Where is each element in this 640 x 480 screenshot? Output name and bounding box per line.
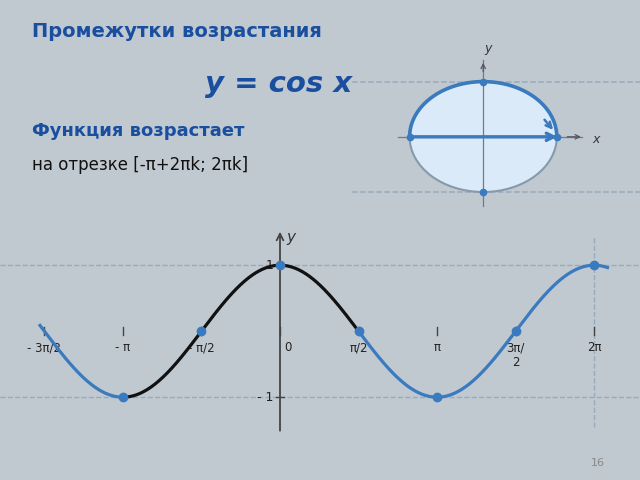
Text: π: π bbox=[433, 341, 440, 354]
Circle shape bbox=[410, 82, 557, 192]
Text: Промежутки возрастания: Промежутки возрастания bbox=[32, 22, 322, 41]
Text: на отрезке [-π+2πk; 2πk]: на отрезке [-π+2πk; 2πk] bbox=[32, 156, 248, 174]
Text: 16: 16 bbox=[591, 458, 605, 468]
Text: - π: - π bbox=[115, 341, 131, 354]
Text: y = cos x: y = cos x bbox=[205, 70, 352, 97]
Text: Функция возрастает: Функция возрастает bbox=[32, 122, 244, 140]
Text: 2π: 2π bbox=[587, 341, 602, 354]
Text: 0: 0 bbox=[284, 341, 291, 354]
Text: 3π/
2: 3π/ 2 bbox=[506, 341, 525, 369]
Text: - 1: - 1 bbox=[257, 391, 273, 404]
Text: - 3π/2: - 3π/2 bbox=[28, 341, 61, 354]
Text: - π/2: - π/2 bbox=[188, 341, 215, 354]
Text: y: y bbox=[484, 42, 492, 55]
Text: x: x bbox=[592, 132, 600, 146]
Text: π/2: π/2 bbox=[349, 341, 368, 354]
Text: 1: 1 bbox=[266, 259, 274, 272]
Text: y: y bbox=[286, 230, 295, 245]
